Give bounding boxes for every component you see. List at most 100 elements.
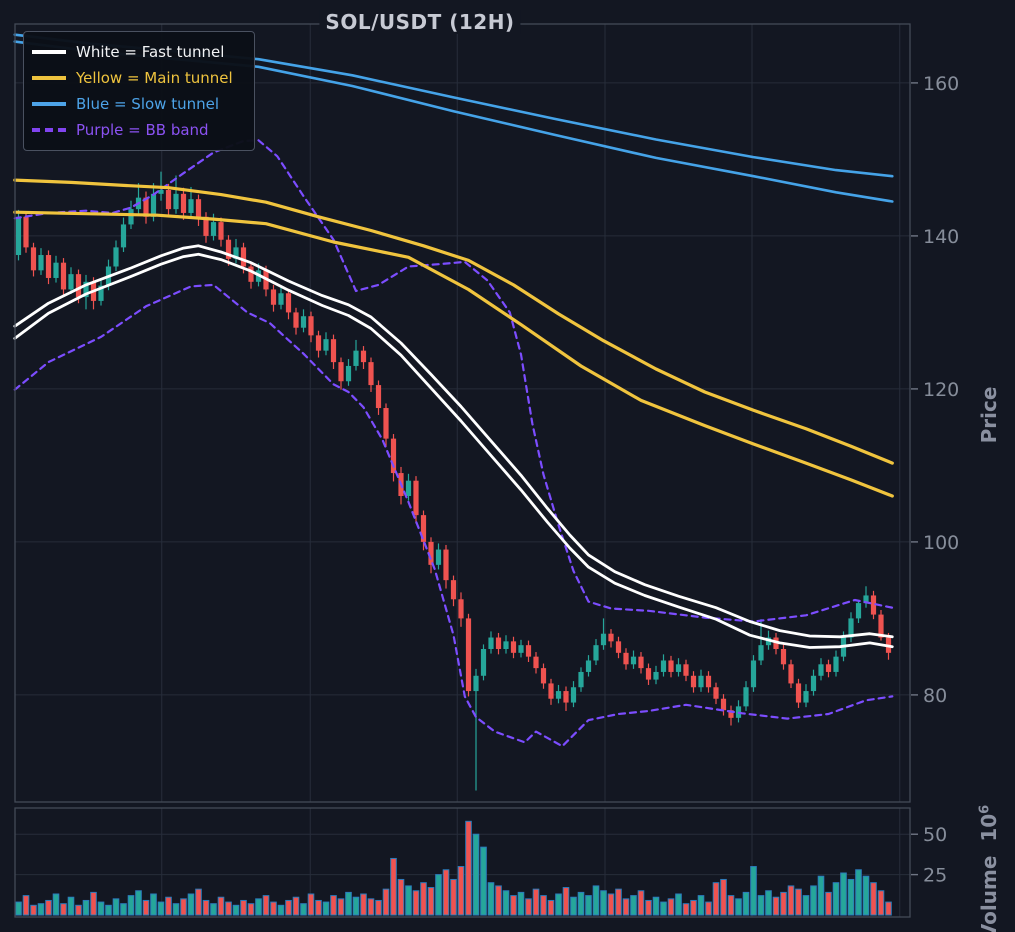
volume-bar xyxy=(795,888,802,916)
volume-bar xyxy=(127,895,135,916)
volume-tick-label-25: 25 xyxy=(923,865,947,887)
candle-body xyxy=(83,281,89,298)
candle-body xyxy=(788,664,794,684)
candle-body xyxy=(728,710,734,718)
legend-item-0: White = Fast tunnel xyxy=(32,39,244,65)
candle-body xyxy=(165,190,172,210)
volume-bar xyxy=(787,885,795,916)
volume-bar xyxy=(555,893,562,916)
volume-bar xyxy=(427,887,435,916)
volume-bar xyxy=(277,904,285,916)
volume-panel-frame xyxy=(14,807,911,918)
volume-bar xyxy=(75,904,82,916)
volume-bar xyxy=(450,878,457,916)
volume-bar xyxy=(457,866,465,916)
volume-bar xyxy=(720,878,727,916)
volume-bar xyxy=(562,887,570,916)
candle-body xyxy=(390,438,397,474)
volume-bar xyxy=(90,891,97,916)
candle-body xyxy=(638,656,644,669)
volume-bar xyxy=(780,891,787,916)
candle-body xyxy=(128,209,134,225)
volume-bar xyxy=(847,878,855,916)
volume-bar xyxy=(832,882,840,916)
indicator-main-tunnel-lower xyxy=(13,210,894,498)
candle-body xyxy=(743,687,749,707)
volume-bar xyxy=(757,895,765,916)
volume-bar xyxy=(150,893,157,916)
price-tick-label-120: 120 xyxy=(923,379,959,401)
volume-scale-base: 10 xyxy=(977,813,1001,842)
volume-bar xyxy=(435,874,442,916)
candle-body xyxy=(98,285,104,301)
volume-bar xyxy=(15,901,22,916)
volume-bar xyxy=(135,890,142,916)
volume-bar xyxy=(502,890,510,916)
volume-bar xyxy=(352,896,360,916)
volume-bar xyxy=(217,896,225,916)
candle-body xyxy=(345,365,352,382)
candle-body xyxy=(473,675,479,692)
volume-bar xyxy=(187,893,195,916)
candle-body xyxy=(510,641,517,653)
candle-body xyxy=(653,671,659,680)
candle-body xyxy=(848,618,854,638)
candle-body xyxy=(338,362,344,382)
candle-body xyxy=(623,652,629,665)
volume-bar xyxy=(540,895,547,916)
volume-bar xyxy=(315,899,322,916)
volume-bar xyxy=(645,899,652,916)
candle-body xyxy=(660,660,667,672)
candle-body xyxy=(518,645,524,653)
candle-body xyxy=(713,687,719,699)
candle-body xyxy=(173,193,179,210)
price-tick-label-160: 160 xyxy=(923,73,959,95)
volume-bar xyxy=(412,890,420,916)
candle-body xyxy=(645,668,652,680)
candle-body xyxy=(458,599,464,619)
volume-bar xyxy=(840,872,847,916)
volume-bar xyxy=(772,896,780,916)
volume-bar xyxy=(45,899,52,916)
volume-bar xyxy=(615,888,622,916)
volume-bar xyxy=(592,885,600,916)
volume-bar xyxy=(22,895,30,916)
candle-body xyxy=(705,675,712,688)
indicator-main-tunnel-upper xyxy=(13,178,894,465)
volume-bar xyxy=(142,899,150,916)
candle-body xyxy=(810,675,817,692)
candle-body xyxy=(368,362,374,386)
candle-body xyxy=(608,633,614,642)
candle-body xyxy=(488,637,494,650)
candle-body xyxy=(330,339,337,363)
volume-bar xyxy=(585,895,592,916)
candle-body xyxy=(413,480,419,516)
candle-body xyxy=(420,515,427,542)
candle-body xyxy=(225,239,232,259)
candle-body xyxy=(143,197,149,217)
volume-bar xyxy=(30,904,37,916)
candle-body xyxy=(578,671,584,688)
volume-tick-label-50: 50 xyxy=(923,824,947,846)
axis-ticks: 160 140 120 100 80 50 25 xyxy=(911,73,959,887)
volume-bar xyxy=(570,896,577,916)
volume-bar xyxy=(210,903,217,916)
volume-bar xyxy=(330,895,337,916)
volume-bar xyxy=(60,903,67,916)
candle-body xyxy=(630,656,637,665)
volume-bar xyxy=(600,890,607,916)
price-tick-label-140: 140 xyxy=(923,226,959,248)
volume-bar xyxy=(727,895,735,916)
candle-body xyxy=(480,649,487,676)
volume-bar xyxy=(180,898,187,916)
candle-body xyxy=(300,316,307,328)
candle-body xyxy=(278,293,284,305)
volume-bar xyxy=(862,875,870,916)
volume-bar xyxy=(255,898,262,916)
volume-bar xyxy=(270,901,277,916)
volume-bar xyxy=(525,898,532,916)
candle-body xyxy=(315,335,322,351)
volume-bar xyxy=(285,899,292,916)
candle-body xyxy=(293,312,299,328)
candle-body xyxy=(30,247,37,271)
